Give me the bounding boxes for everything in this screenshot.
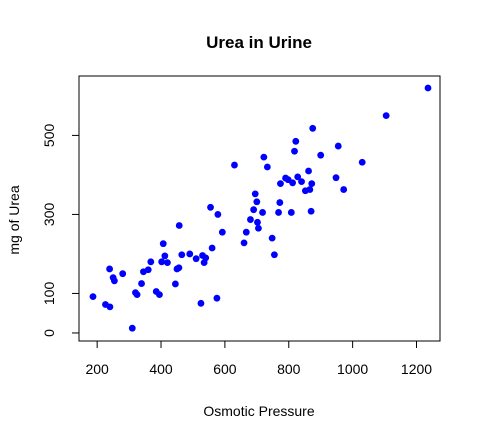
y-tick-label: 500: [41, 124, 57, 148]
x-tick-label: 1200: [401, 361, 432, 377]
data-point: [358, 158, 366, 166]
data-point: [231, 161, 238, 169]
data-point: [268, 234, 276, 242]
data-point: [214, 211, 222, 218]
data-point: [250, 206, 258, 214]
data-point: [276, 199, 284, 206]
data-point: [251, 190, 259, 198]
data-point: [259, 209, 266, 216]
data-point: [161, 252, 169, 260]
data-point: [263, 163, 271, 171]
chart-title: Urea in Urine: [206, 33, 312, 52]
data-point: [305, 167, 312, 175]
data-point: [106, 265, 114, 273]
data-point: [334, 142, 342, 150]
data-point: [159, 240, 167, 248]
data-point: [106, 303, 114, 311]
data-point: [119, 270, 127, 278]
x-tick-label: 600: [213, 361, 237, 377]
data-point: [289, 179, 296, 187]
data-point: [247, 216, 254, 223]
data-point: [186, 250, 194, 258]
data-point: [133, 291, 141, 299]
data-point: [275, 209, 282, 216]
data-point: [158, 258, 166, 266]
data-point: [382, 112, 390, 120]
data-point: [253, 198, 261, 206]
data-point: [89, 293, 97, 301]
x-tick-label: 200: [85, 361, 109, 377]
data-point: [317, 151, 325, 159]
data-point: [277, 180, 284, 188]
data-point: [242, 228, 250, 236]
x-axis-label: Osmotic Pressure: [203, 403, 314, 419]
data-point: [110, 277, 118, 285]
data-point: [298, 178, 305, 186]
data-point: [138, 280, 145, 287]
data-point: [178, 251, 186, 259]
data-point: [424, 84, 432, 92]
x-tick-label: 800: [277, 361, 301, 377]
data-point: [294, 173, 302, 181]
data-point: [208, 244, 216, 252]
data-point: [309, 124, 317, 132]
y-tick-label: 300: [41, 203, 57, 227]
data-point: [147, 258, 155, 266]
data-point: [202, 254, 210, 262]
data-point: [128, 324, 136, 332]
y-axis-label: mg of Urea: [6, 185, 22, 254]
data-point: [340, 186, 348, 193]
x-axis: 200 400 600 800 1000 1200: [85, 340, 432, 377]
data-point: [287, 209, 295, 216]
y-axis: 0 100 300 500: [41, 124, 80, 337]
data-point: [175, 264, 183, 272]
data-point: [307, 207, 315, 215]
x-tick-label: 400: [149, 361, 173, 377]
y-tick-label: 100: [41, 282, 57, 306]
data-point: [144, 266, 152, 274]
data-point: [332, 174, 340, 182]
data-points: [89, 84, 432, 332]
y-tick-label: 0: [41, 329, 57, 337]
data-point: [192, 255, 200, 263]
data-point: [171, 280, 179, 288]
data-point: [291, 147, 298, 155]
data-point: [175, 222, 183, 229]
data-point: [254, 218, 261, 226]
data-point: [213, 294, 221, 302]
data-point: [218, 228, 226, 236]
data-point: [306, 186, 314, 193]
data-point: [156, 291, 163, 299]
data-point: [197, 299, 205, 307]
x-tick-label: 1000: [337, 361, 368, 377]
data-point: [270, 251, 278, 259]
data-point: [260, 153, 268, 161]
data-point: [207, 203, 214, 211]
data-point: [292, 137, 300, 145]
data-point: [240, 239, 248, 247]
data-point: [255, 224, 262, 232]
data-point: [308, 180, 316, 188]
data-point: [164, 259, 171, 267]
